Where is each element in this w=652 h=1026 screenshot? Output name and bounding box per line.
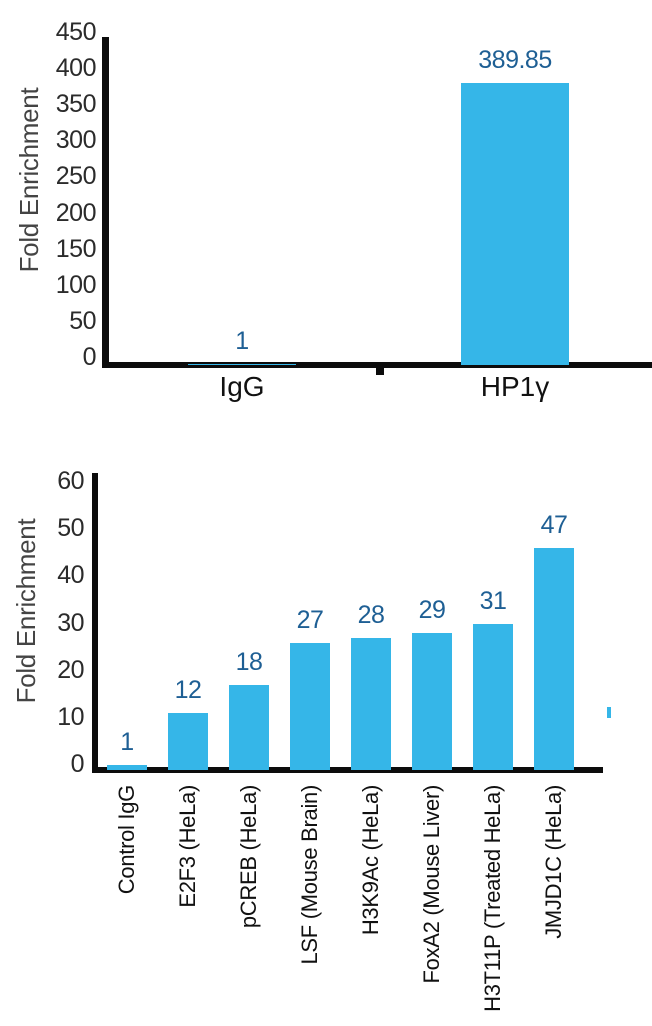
- category-label: HP1γ: [480, 371, 550, 402]
- y-tick-label: 60: [57, 467, 84, 495]
- category-label: H3T11P (Treated HeLa): [480, 785, 505, 1012]
- category-label: LSF (Mouse Brain): [297, 785, 322, 965]
- y-tick-label: 10: [57, 702, 84, 731]
- bar: [107, 765, 147, 770]
- value-label: 18: [235, 648, 263, 677]
- category-label: H3K9Ac (HeLa): [358, 785, 383, 936]
- category-label: E2F3 (HeLa): [175, 785, 200, 908]
- stray-blue-mark: [607, 707, 611, 718]
- y-tick-label: 50: [57, 514, 84, 543]
- y-tick-label: 40: [57, 561, 84, 590]
- bar: [188, 364, 296, 366]
- y-tick-label: 50: [69, 306, 96, 335]
- y-tick-label: 450: [55, 18, 97, 46]
- x-axis-tick: [376, 368, 384, 375]
- y-tick-label: 350: [55, 90, 97, 119]
- value-label: 1: [120, 728, 134, 757]
- value-label: 389.85: [478, 46, 552, 75]
- y-axis-line: [102, 37, 109, 368]
- y-tick-label: 0: [82, 343, 97, 371]
- value-label: 1: [235, 327, 249, 356]
- bar: [534, 548, 574, 770]
- category-label: JMJD1C (HeLa): [541, 785, 566, 939]
- y-tick-label: 400: [55, 54, 97, 83]
- category-label: Control IgG: [114, 785, 139, 895]
- bar: [461, 83, 569, 365]
- y-tick-label: 0: [70, 750, 85, 778]
- bar: [168, 713, 208, 770]
- y-tick-label: 150: [55, 234, 97, 263]
- bar: [229, 685, 269, 770]
- value-label: 47: [540, 511, 568, 540]
- value-label: 29: [418, 596, 446, 625]
- x-axis-line: [92, 767, 603, 773]
- y-tick-label: 30: [57, 608, 84, 637]
- y-tick-label: 100: [55, 270, 97, 299]
- bar: [351, 637, 391, 770]
- bar: [412, 633, 452, 770]
- y-tick-label: 200: [55, 198, 97, 227]
- category-label: IgG: [219, 371, 265, 402]
- bar: [290, 642, 330, 770]
- value-label: 28: [357, 600, 385, 629]
- y-tick-label: 20: [57, 655, 84, 684]
- category-label: FoxA2 (Mouse Liver): [419, 785, 444, 984]
- y-axis-line: [92, 473, 98, 773]
- category-label: pCREB (HeLa): [236, 785, 261, 929]
- value-label: 27: [296, 605, 324, 634]
- y-tick-label: 250: [55, 162, 97, 191]
- value-label: 31: [479, 586, 507, 615]
- value-label: 12: [174, 676, 202, 705]
- x-axis-line: [102, 362, 652, 368]
- bar: [473, 623, 513, 770]
- y-tick-label: 300: [55, 126, 97, 155]
